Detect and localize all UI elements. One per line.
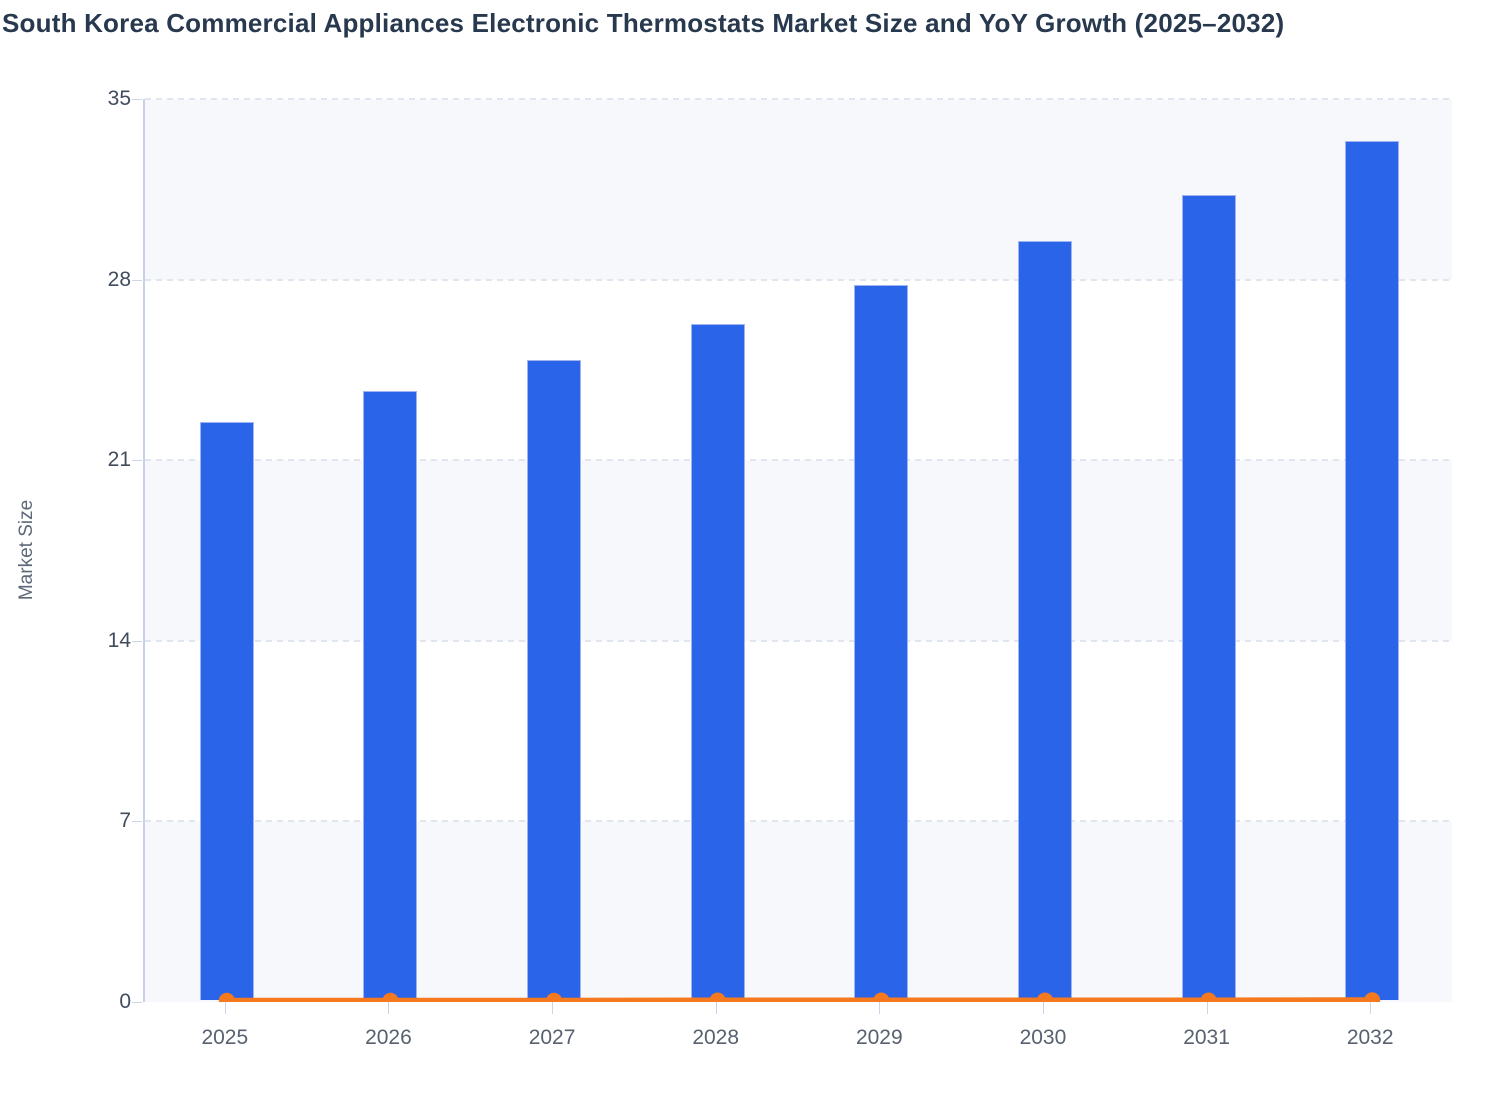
- bar-2028[interactable]: [690, 324, 745, 1000]
- y-tick-mark-7: [132, 821, 142, 823]
- plot-band: [145, 640, 1452, 822]
- gridline-35: [145, 98, 1452, 100]
- gridline-21: [145, 459, 1452, 462]
- x-tick-label-2028: 2028: [692, 1026, 740, 1049]
- gridline-14: [145, 639, 1452, 642]
- x-tick-label-2032: 2032: [1346, 1026, 1394, 1049]
- y-tick-mark-28: [132, 279, 142, 281]
- x-tick-mark-2029: [879, 1002, 881, 1014]
- x-tick-label-2027: 2027: [528, 1026, 576, 1049]
- y-tick-mark-14: [132, 640, 142, 642]
- bar-2025[interactable]: [199, 422, 254, 1000]
- y-tick-label-21: 21: [107, 448, 131, 472]
- bar-2027[interactable]: [527, 360, 582, 1000]
- plot-band: [145, 821, 1452, 1002]
- bar-2029[interactable]: [854, 285, 909, 1000]
- x-tick-mark-2032: [1370, 1002, 1372, 1014]
- bar-2026[interactable]: [363, 391, 418, 1000]
- x-tick-mark-2030: [1042, 1002, 1044, 1014]
- plot-band: [145, 279, 1452, 461]
- bar-2031[interactable]: [1181, 195, 1236, 1000]
- plot-area: [143, 98, 1452, 1002]
- y-tick-mark-35: [132, 99, 142, 100]
- y-tick-label-0: 0: [119, 990, 131, 1013]
- chart-title: South Korea Commercial Appliances Electr…: [2, 8, 1285, 38]
- x-tick-mark-2027: [552, 1002, 554, 1014]
- x-tick-label-2030: 2030: [1019, 1026, 1067, 1049]
- plot-band: [145, 460, 1452, 641]
- y-axis-title: Market Size: [16, 499, 37, 601]
- x-tick-label-2025: 2025: [201, 1026, 249, 1049]
- x-tick-label-2026: 2026: [365, 1026, 412, 1049]
- y-tick-label-7: 7: [119, 809, 131, 833]
- plot-band: [145, 99, 1452, 280]
- y-tick-mark-0: [132, 1002, 142, 1003]
- x-tick-mark-2028: [715, 1002, 717, 1014]
- x-tick-label-2029: 2029: [855, 1026, 903, 1049]
- x-tick-mark-2031: [1206, 1002, 1208, 1014]
- y-tick-label-28: 28: [107, 267, 131, 291]
- y-tick-label-14: 14: [107, 628, 131, 652]
- y-tick-label-35: 35: [107, 87, 131, 110]
- gridline-28: [145, 278, 1452, 281]
- gridline-7: [145, 820, 1452, 823]
- bar-2030[interactable]: [1017, 241, 1072, 1000]
- y-tick-mark-21: [132, 460, 142, 462]
- x-tick-label-2031: 2031: [1183, 1026, 1230, 1049]
- x-tick-mark-2025: [224, 1002, 226, 1014]
- x-tick-mark-2026: [388, 1002, 390, 1014]
- bar-2032[interactable]: [1345, 140, 1400, 1000]
